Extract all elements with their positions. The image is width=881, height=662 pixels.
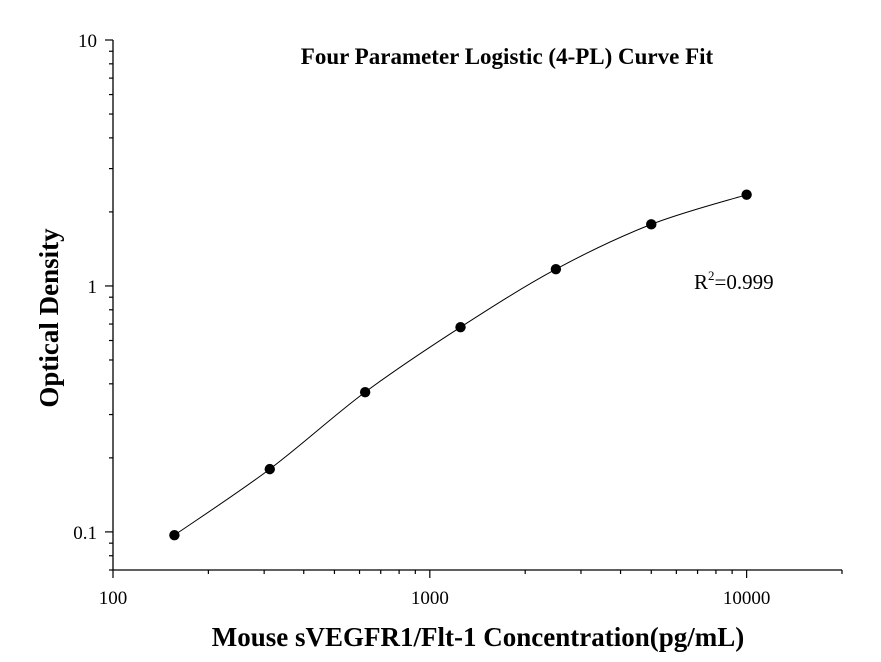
chart-title: Four Parameter Logistic (4-PL) Curve Fit — [301, 44, 714, 69]
y-axis-label: Optical Density — [34, 228, 64, 408]
y-tick-label: 10 — [78, 31, 97, 52]
r-squared-value: =0.999 — [715, 270, 774, 294]
r-squared-annotation: R2=0.999 — [694, 268, 774, 294]
x-axis-label: Mouse sVEGFR1/Flt-1 Concentration(pg/mL) — [212, 622, 744, 652]
x-tick-label: 100 — [99, 588, 128, 609]
x-tick-label: 1000 — [411, 588, 449, 609]
data-points — [169, 189, 752, 541]
data-point — [169, 529, 180, 541]
fit-curve — [174, 194, 747, 536]
y-tick-label: 1 — [88, 277, 98, 298]
ticks — [105, 39, 843, 578]
tick-labels: 100 1000 10000 0.1 1 10 — [73, 31, 770, 609]
y-tick-label: 0.1 — [73, 523, 97, 544]
data-point — [455, 321, 466, 333]
r-squared-base: R — [694, 270, 708, 294]
r-squared-superscript: 2 — [708, 268, 715, 283]
data-point — [741, 189, 752, 200]
data-point — [646, 219, 657, 230]
data-point — [359, 386, 371, 398]
data-point — [264, 463, 275, 475]
data-point — [550, 263, 562, 275]
axes — [112, 40, 842, 571]
x-tick-label: 10000 — [723, 588, 771, 609]
